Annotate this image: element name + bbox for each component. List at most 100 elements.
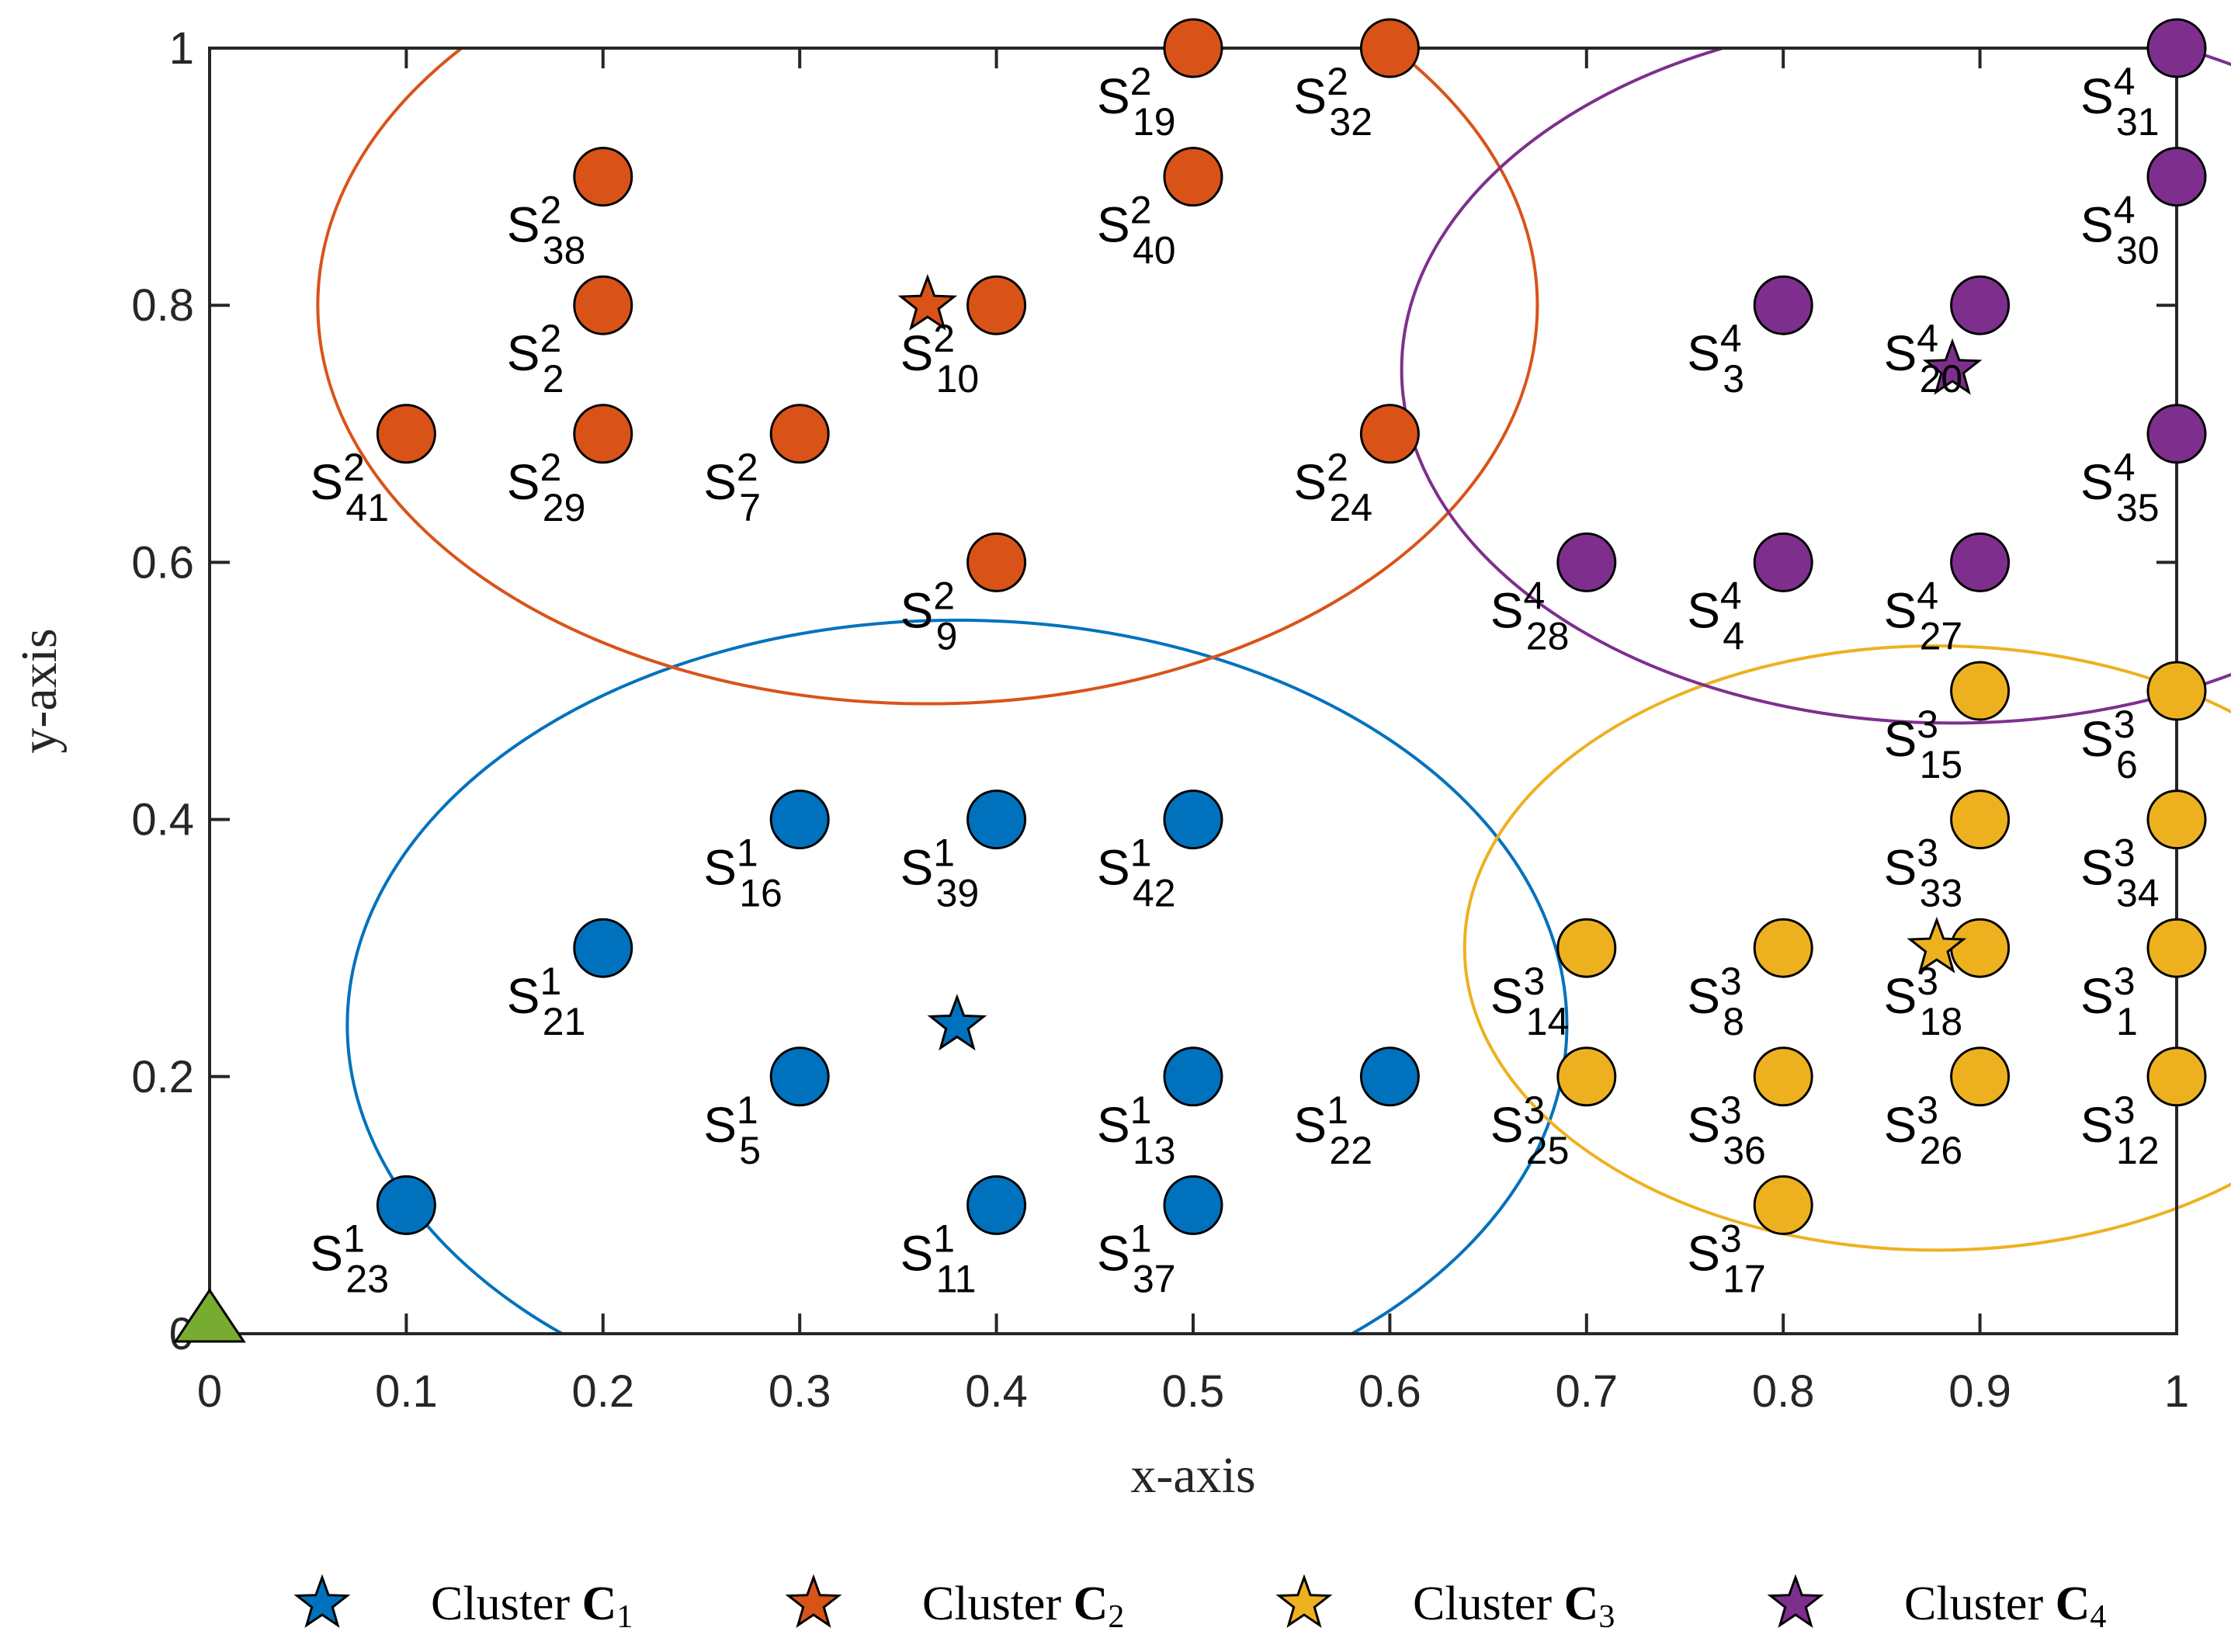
- sensor-label: S3 8: [1687, 960, 1744, 1043]
- sensor-node: [966, 1175, 1027, 1235]
- sensor-label: S2 9: [900, 574, 958, 658]
- x-tick-label: 0.1: [375, 1366, 438, 1417]
- sensor-label: S2 40: [1097, 189, 1176, 272]
- x-tick-label: 0.9: [1948, 1366, 2011, 1417]
- sensor-node: [2146, 790, 2207, 850]
- sensor-node: [1753, 918, 1813, 978]
- cluster-ellipse-3: [1462, 644, 2231, 1252]
- cluster-ellipse-4: [1400, 48, 2231, 725]
- sensor-label: S2 19: [1097, 60, 1176, 144]
- sensor-label: S3 6: [2080, 703, 2138, 786]
- point-labels: S1 16 S1 39 S1 42 S1 21 S1 5 S1 13 S1 22 S1 23 S1 11 S1 37 S…: [310, 60, 2159, 1300]
- sensor-node: [1950, 790, 2011, 850]
- legend-star-2: [785, 1574, 842, 1629]
- sensor-label: S3 26: [1884, 1088, 1963, 1172]
- sensor-label: S3 14: [1490, 960, 1570, 1043]
- y-tick-label: 0.2: [131, 1052, 194, 1102]
- sensor-node: [1950, 275, 2011, 335]
- sensor-label: S3 12: [2080, 1088, 2160, 1172]
- sensor-node: [573, 147, 633, 207]
- cluster-center-star-1: [927, 994, 987, 1051]
- sensor-node: [2146, 147, 2207, 207]
- sensor-label: S4 3: [1687, 317, 1744, 401]
- legend-star-1: [293, 1574, 351, 1629]
- sensor-node: [2146, 404, 2207, 464]
- legend-label-3: Cluster C3: [1413, 1577, 1615, 1635]
- sensor-label: S4 27: [1884, 574, 1963, 658]
- sensor-label: S2 38: [507, 189, 586, 272]
- sensor-label: S1 42: [1097, 831, 1176, 915]
- x-tick-label: 0.5: [1162, 1366, 1225, 1417]
- sensor-node: [573, 404, 633, 464]
- x-tick-label: 0.2: [571, 1366, 634, 1417]
- sensor-label: S2 24: [1293, 446, 1372, 529]
- sensor-label: S3 33: [1884, 831, 1963, 915]
- sensor-node: [1753, 1046, 1813, 1107]
- sensor-label: S4 20: [1884, 317, 1963, 401]
- x-tick-label: 0.6: [1358, 1366, 1421, 1417]
- sensor-label: S1 37: [1097, 1216, 1176, 1300]
- cluster-center-star-2: [897, 273, 958, 331]
- base-station-triangle: [173, 1288, 246, 1343]
- sensor-node: [1163, 790, 1223, 850]
- sensor-label: S4 35: [2080, 446, 2160, 529]
- sensor-node: [1950, 532, 2011, 592]
- sensor-node: [1163, 1175, 1223, 1235]
- legend-label-1: Cluster C1: [431, 1577, 633, 1635]
- cluster-center-star-3: [1907, 916, 1967, 974]
- sensor-label: S4 30: [2080, 189, 2160, 272]
- axis-ticks: 00.10.20.30.40.50.60.70.80.9100.20.40.60…: [131, 23, 2189, 1417]
- sensor-node: [573, 918, 633, 978]
- sensor-node: [1556, 918, 1617, 978]
- sensor-node: [1163, 1046, 1223, 1107]
- sensor-label: S4 31: [2080, 60, 2160, 144]
- sensor-label: S3 15: [1884, 703, 1963, 786]
- sensor-label: S2 29: [507, 446, 586, 529]
- x-tick-label: 0: [197, 1366, 222, 1417]
- sensor-node: [2146, 918, 2207, 978]
- sensor-node: [1556, 532, 1617, 592]
- legend-label-4: Cluster C4: [1904, 1577, 2106, 1635]
- sensor-node: [769, 404, 830, 464]
- sensor-node: [1950, 661, 2011, 721]
- sensor-label: S3 1: [2080, 960, 2138, 1043]
- sensor-label: S1 39: [900, 831, 980, 915]
- legend-star-3: [1275, 1574, 1333, 1629]
- sensor-node: [1753, 275, 1813, 335]
- sensor-label: S2 32: [1293, 60, 1372, 144]
- x-tick-label: 0.3: [769, 1366, 831, 1417]
- sensor-label: S1 23: [310, 1216, 389, 1300]
- data-points: [173, 18, 2207, 1343]
- y-axis-title: y-axis: [11, 628, 68, 753]
- sensor-label: S2 41: [310, 446, 389, 529]
- y-tick-label: 0.6: [131, 537, 194, 588]
- sensor-node: [769, 1046, 830, 1107]
- sensor-label: S3 36: [1687, 1088, 1766, 1172]
- x-axis-title: x-axis: [1130, 1447, 1255, 1504]
- sensor-node: [376, 1175, 436, 1235]
- sensor-node: [1163, 18, 1223, 78]
- y-tick-label: 0.8: [131, 280, 194, 331]
- legend: Cluster C1 Cluster C2 Cluster C3 Cluster C4: [293, 1574, 2106, 1635]
- sensor-label: S1 21: [507, 960, 586, 1043]
- sensor-label: S4 4: [1687, 574, 1744, 658]
- sensor-node: [1359, 404, 1420, 464]
- sensor-label: S1 11: [900, 1216, 977, 1300]
- x-tick-label: 0.8: [1752, 1366, 1815, 1417]
- sensor-node: [1753, 1175, 1813, 1235]
- sensor-node: [376, 404, 436, 464]
- sensor-label: S2 2: [507, 317, 564, 401]
- sensor-label: S3 17: [1687, 1216, 1766, 1300]
- sensor-label: S3 25: [1490, 1088, 1570, 1172]
- plot-area-frame: [208, 47, 2178, 1335]
- cluster-ellipses: [316, 48, 2231, 1334]
- sensor-node: [1950, 1046, 2011, 1107]
- sensor-label: S1 22: [1293, 1088, 1372, 1172]
- sensor-label: S3 18: [1884, 960, 1963, 1043]
- cluster-center-star-4: [1922, 338, 1983, 395]
- sensor-node: [1359, 18, 1420, 78]
- sensor-label: S1 5: [703, 1088, 761, 1172]
- sensor-label: S4 28: [1490, 574, 1570, 658]
- sensor-node: [1753, 532, 1813, 592]
